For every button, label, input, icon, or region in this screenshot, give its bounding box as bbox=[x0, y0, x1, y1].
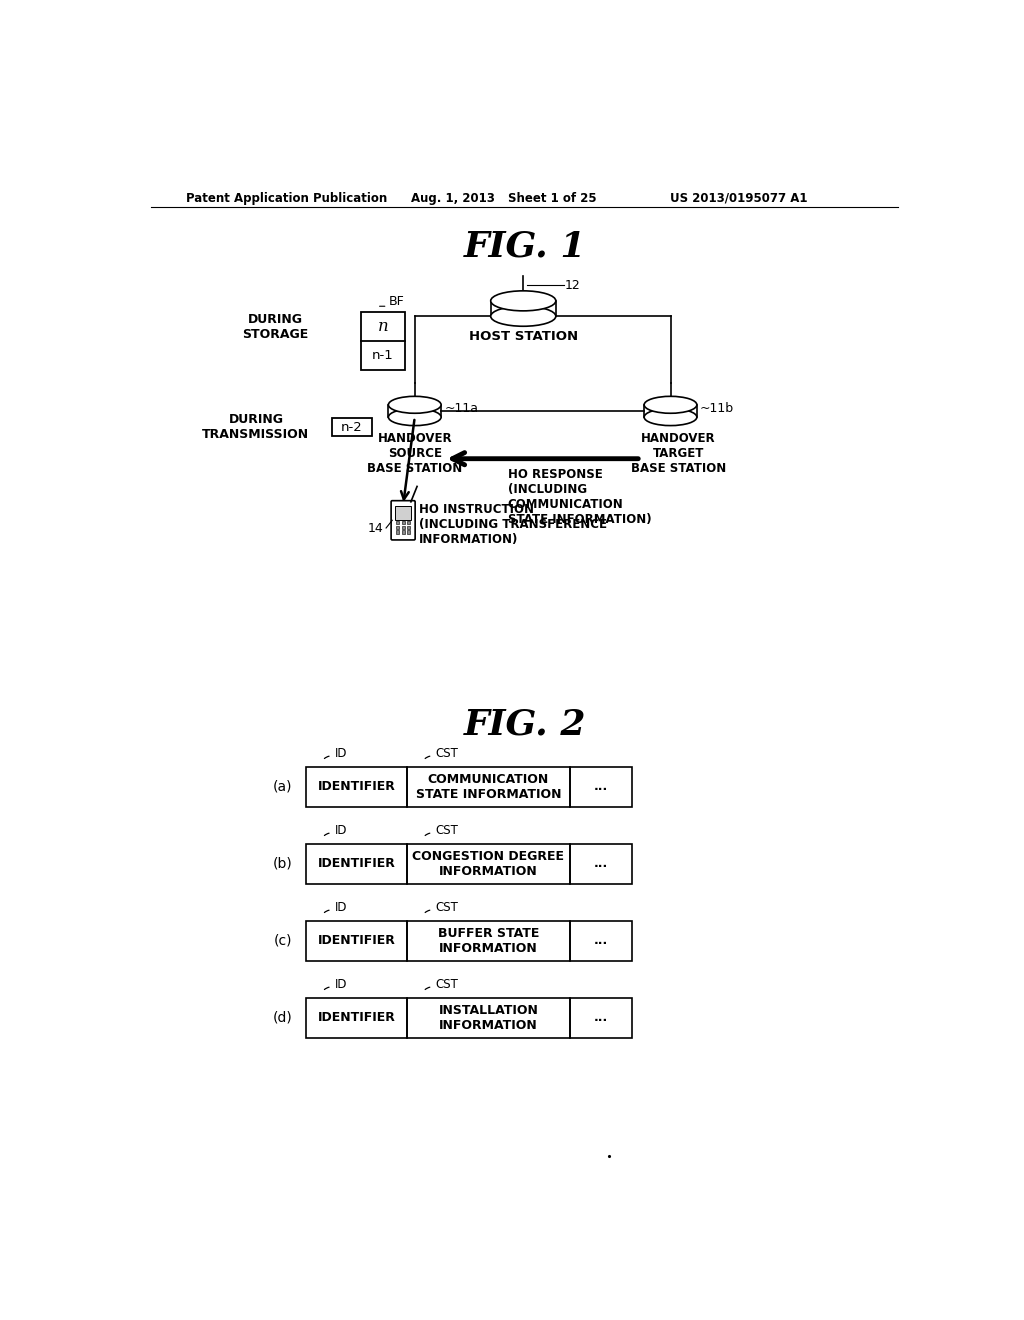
Bar bbox=[396, 531, 399, 533]
Text: CST: CST bbox=[435, 747, 459, 760]
Bar bbox=[306, 998, 407, 1038]
Bar bbox=[306, 767, 407, 807]
Text: BUFFER STATE
INFORMATION: BUFFER STATE INFORMATION bbox=[437, 927, 539, 954]
Text: DURING
STORAGE: DURING STORAGE bbox=[242, 313, 308, 341]
Text: (a): (a) bbox=[273, 780, 293, 793]
Text: ~11b: ~11b bbox=[700, 403, 734, 416]
Text: IDENTIFIER: IDENTIFIER bbox=[317, 1011, 395, 1024]
Text: CST: CST bbox=[435, 902, 459, 915]
Bar bbox=[407, 767, 569, 807]
Bar bbox=[306, 921, 407, 961]
Bar bbox=[306, 843, 407, 884]
Text: COMMUNICATION
STATE INFORMATION: COMMUNICATION STATE INFORMATION bbox=[416, 772, 561, 801]
Bar bbox=[396, 521, 399, 524]
Text: ...: ... bbox=[594, 857, 608, 870]
Text: n: n bbox=[378, 318, 388, 335]
Text: Aug. 1, 2013: Aug. 1, 2013 bbox=[411, 191, 495, 205]
Text: (b): (b) bbox=[273, 857, 293, 871]
Text: HO RESPONSE
(INCLUDING
COMMUNICATION
STATE INFORMATION): HO RESPONSE (INCLUDING COMMUNICATION STA… bbox=[508, 469, 651, 525]
Text: ...: ... bbox=[594, 1011, 608, 1024]
Text: US 2013/0195077 A1: US 2013/0195077 A1 bbox=[671, 191, 808, 205]
FancyBboxPatch shape bbox=[391, 500, 415, 540]
Text: FIG. 1: FIG. 1 bbox=[464, 230, 586, 264]
Bar bbox=[407, 525, 410, 529]
Text: (c): (c) bbox=[273, 933, 292, 948]
Polygon shape bbox=[388, 405, 441, 417]
Ellipse shape bbox=[490, 306, 556, 326]
Bar bbox=[332, 418, 372, 437]
Text: CST: CST bbox=[435, 824, 459, 837]
Bar bbox=[569, 767, 632, 807]
Bar bbox=[569, 843, 632, 884]
Ellipse shape bbox=[644, 409, 697, 425]
Text: ID: ID bbox=[335, 978, 347, 991]
Ellipse shape bbox=[644, 396, 697, 413]
Bar bbox=[407, 521, 410, 524]
Ellipse shape bbox=[388, 396, 441, 413]
Bar bbox=[395, 506, 411, 520]
Text: n-2: n-2 bbox=[341, 421, 362, 434]
Bar bbox=[407, 531, 410, 533]
Text: HOST STATION: HOST STATION bbox=[469, 330, 578, 343]
Bar bbox=[401, 525, 404, 529]
Text: HO INSTRUCTION
(INCLUDING TRANSFERENCE
INFORMATION): HO INSTRUCTION (INCLUDING TRANSFERENCE I… bbox=[419, 503, 606, 545]
Text: Patent Application Publication: Patent Application Publication bbox=[186, 191, 387, 205]
Text: BF: BF bbox=[389, 296, 404, 308]
Bar bbox=[360, 313, 406, 370]
Bar bbox=[401, 531, 404, 533]
Bar bbox=[407, 843, 569, 884]
Text: ...: ... bbox=[594, 780, 608, 793]
Text: CONGESTION DEGREE
INFORMATION: CONGESTION DEGREE INFORMATION bbox=[413, 850, 564, 878]
Text: ID: ID bbox=[335, 824, 347, 837]
Text: HANDOVER
TARGET
BASE STATION: HANDOVER TARGET BASE STATION bbox=[631, 432, 726, 475]
Text: HANDOVER
SOURCE
BASE STATION: HANDOVER SOURCE BASE STATION bbox=[368, 432, 463, 475]
Ellipse shape bbox=[388, 409, 441, 425]
Text: (d): (d) bbox=[273, 1011, 293, 1024]
Text: ~11a: ~11a bbox=[444, 403, 478, 416]
Text: IDENTIFIER: IDENTIFIER bbox=[317, 780, 395, 793]
Text: CST: CST bbox=[435, 978, 459, 991]
Text: FIG. 2: FIG. 2 bbox=[464, 708, 586, 742]
Text: ID: ID bbox=[335, 747, 347, 760]
Bar bbox=[407, 921, 569, 961]
Text: 14: 14 bbox=[368, 523, 384, 536]
Text: ...: ... bbox=[594, 935, 608, 948]
Polygon shape bbox=[490, 301, 556, 317]
Text: n-1: n-1 bbox=[372, 350, 394, 362]
Bar bbox=[569, 998, 632, 1038]
Text: IDENTIFIER: IDENTIFIER bbox=[317, 935, 395, 948]
Bar bbox=[401, 521, 404, 524]
Polygon shape bbox=[644, 405, 697, 417]
Ellipse shape bbox=[490, 290, 556, 312]
Text: DURING
TRANSMISSION: DURING TRANSMISSION bbox=[203, 413, 309, 441]
Text: ID: ID bbox=[335, 902, 347, 915]
Bar bbox=[569, 921, 632, 961]
Text: IDENTIFIER: IDENTIFIER bbox=[317, 857, 395, 870]
Text: Sheet 1 of 25: Sheet 1 of 25 bbox=[508, 191, 596, 205]
Text: 12: 12 bbox=[565, 279, 581, 292]
Bar bbox=[407, 998, 569, 1038]
Bar bbox=[396, 525, 399, 529]
Text: INSTALLATION
INFORMATION: INSTALLATION INFORMATION bbox=[438, 1003, 539, 1032]
